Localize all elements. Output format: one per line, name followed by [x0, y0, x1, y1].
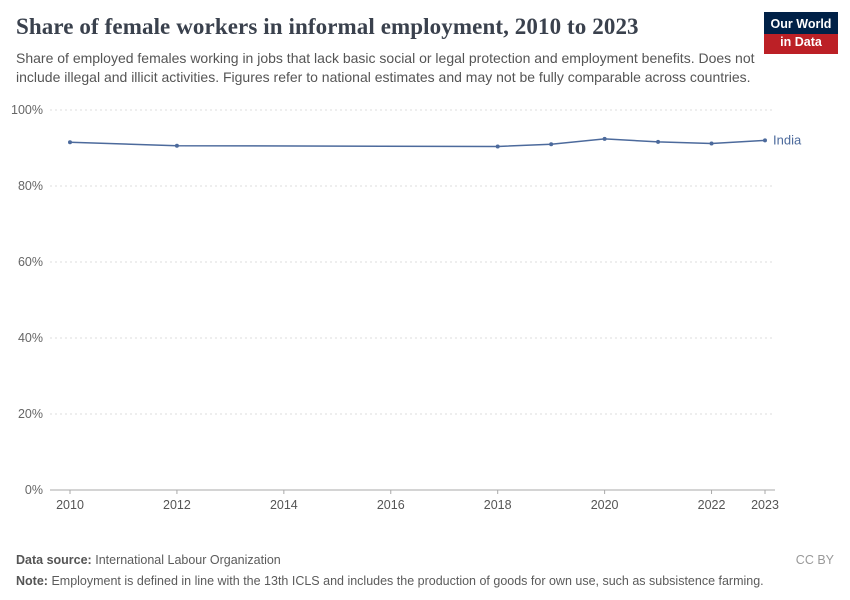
line-chart: 0% 20% 40% 60% 80% 100% 2010 2012 2014 2016 2018 20… [0, 96, 850, 526]
x-tick-label: 2023 [751, 498, 779, 512]
chart-subtitle: Share of employed females working in job… [16, 50, 755, 86]
y-tick-label: 80% [18, 179, 43, 193]
data-source-label: Data source: [16, 553, 92, 567]
series-line-india[interactable] [69, 137, 766, 147]
owid-logo[interactable]: Our World in Data [764, 12, 838, 55]
x-tick-label: 2020 [591, 498, 619, 512]
chart-title: Share of female workers in informal empl… [16, 14, 639, 39]
data-point[interactable] [763, 138, 767, 143]
note-line: Note: Employment is defined in line with… [16, 574, 834, 588]
logo-line-1: Our World [770, 17, 832, 31]
y-tick-label: 100% [11, 103, 43, 117]
x-tick-label: 2012 [163, 498, 191, 512]
license-badge[interactable]: CC BY [795, 553, 834, 567]
data-point[interactable] [709, 141, 714, 146]
y-tick-label: 20% [18, 407, 43, 421]
data-point[interactable] [656, 139, 661, 144]
line-chart-canvas: 0% 20% 40% 60% 80% 100% 2010 2012 2014 2016 2018 20… [11, 103, 802, 512]
data-point[interactable] [549, 141, 554, 146]
data-point[interactable] [174, 143, 179, 148]
x-tick-label: 2014 [270, 498, 298, 512]
entity-label[interactable]: India [773, 132, 802, 147]
y-tick-label: 60% [18, 255, 43, 269]
note-label: Note: [16, 574, 48, 588]
note-text: Employment is defined in line with the 1… [51, 574, 764, 588]
chart-footer: Data source: International Labour Organi… [0, 553, 850, 588]
x-tick-label: 2018 [484, 498, 512, 512]
data-source-text[interactable]: International Labour Organization [95, 553, 281, 567]
y-tick-label: 0% [25, 483, 43, 497]
x-tick-label: 2022 [698, 498, 726, 512]
x-tick-label: 2010 [56, 498, 84, 512]
data-source-line: Data source: International Labour Organi… [16, 553, 281, 567]
data-point[interactable] [495, 144, 500, 149]
logo-line-2: in Data [764, 33, 838, 55]
data-point[interactable] [68, 139, 72, 144]
x-tick-label: 2016 [377, 498, 405, 512]
chart-header: Share of female workers in informal empl… [0, 0, 850, 88]
data-point[interactable] [602, 136, 607, 141]
y-tick-label: 40% [18, 331, 43, 345]
